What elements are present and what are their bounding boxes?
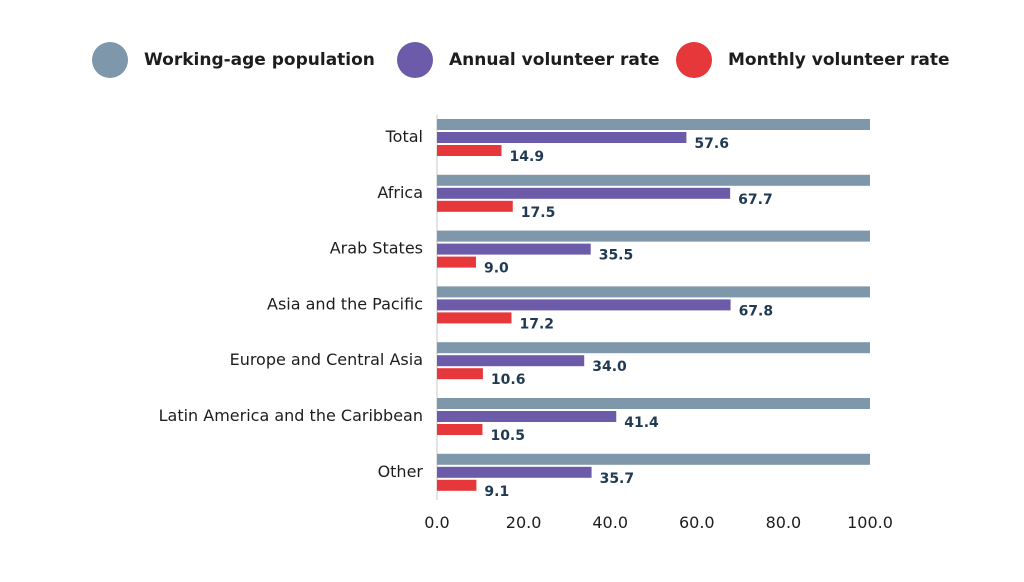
bar-annual-volunteer-rate-total: [437, 132, 687, 143]
category-label-total: Total: [385, 127, 423, 146]
x-tick-label-2: 40.0: [592, 513, 628, 532]
bar-annual-volunteer-rate-europe-and-central-asia: [437, 355, 585, 367]
legend-item-annual: Annual volunteer rate: [397, 40, 659, 80]
bar-working-age-population-total: [437, 119, 870, 130]
bar-working-age-population-europe-and-central-asia: [437, 342, 870, 354]
bar-annual-volunteer-rate-africa: [437, 187, 731, 199]
bar-annual-volunteer-rate-asia-and-the-pacific: [437, 299, 731, 311]
bar-annual-volunteer-rate-arab-states: [437, 243, 591, 255]
legend-swatch-working-age: [92, 42, 128, 78]
data-label-annual-volunteer-rate-other: 35.7: [600, 471, 635, 487]
data-label-annual-volunteer-rate-asia-and-the-pacific: 67.8: [739, 303, 774, 319]
data-label-annual-volunteer-rate-europe-and-central-asia: 34.0: [592, 359, 627, 375]
data-label-annual-volunteer-rate-latin-america-and-the-caribbean: 41.4: [624, 415, 659, 431]
data-label-monthly-volunteer-rate-africa: 17.5: [521, 205, 556, 221]
bar-monthly-volunteer-rate-arab-states: [437, 256, 476, 268]
bar-annual-volunteer-rate-latin-america-and-the-caribbean: [437, 411, 617, 422]
data-label-annual-volunteer-rate-arab-states: 35.5: [599, 248, 634, 264]
category-label-arab-states: Arab States: [330, 239, 423, 258]
x-tick-label-3: 60.0: [679, 513, 715, 532]
data-label-annual-volunteer-rate-total: 57.6: [694, 136, 729, 152]
legend-swatch-annual: [397, 42, 433, 78]
x-tick-label-1: 20.0: [506, 513, 542, 532]
bar-working-age-population-latin-america-and-the-caribbean: [437, 398, 870, 409]
bar-monthly-volunteer-rate-total: [437, 145, 502, 156]
data-label-monthly-volunteer-rate-europe-and-central-asia: 10.6: [491, 372, 526, 388]
bar-working-age-population-africa: [437, 174, 870, 186]
data-label-monthly-volunteer-rate-asia-and-the-pacific: 17.2: [519, 316, 554, 332]
legend-item-monthly: Monthly volunteer rate: [676, 40, 950, 80]
legend-label-working-age: Working-age population: [144, 50, 375, 70]
data-label-annual-volunteer-rate-africa: 67.7: [738, 192, 773, 208]
bar-monthly-volunteer-rate-africa: [437, 200, 513, 212]
bar-monthly-volunteer-rate-europe-and-central-asia: [437, 368, 483, 380]
bar-monthly-volunteer-rate-asia-and-the-pacific: [437, 312, 512, 324]
legend-label-monthly: Monthly volunteer rate: [728, 50, 950, 70]
x-tick-label-5: 100.0: [847, 513, 893, 532]
x-tick-label-0: 0.0: [424, 513, 449, 532]
data-label-monthly-volunteer-rate-total: 14.9: [510, 149, 545, 165]
category-label-other: Other: [378, 462, 424, 481]
category-label-latin-america-and-the-caribbean: Latin America and the Caribbean: [159, 406, 423, 425]
data-label-monthly-volunteer-rate-other: 9.1: [484, 484, 509, 500]
data-label-monthly-volunteer-rate-arab-states: 9.0: [484, 261, 509, 277]
bar-working-age-population-asia-and-the-pacific: [437, 286, 870, 298]
bar-working-age-population-arab-states: [437, 230, 870, 242]
bar-annual-volunteer-rate-other: [437, 466, 592, 478]
category-label-europe-and-central-asia: Europe and Central Asia: [230, 350, 423, 369]
bar-monthly-volunteer-rate-other: [437, 479, 477, 491]
category-label-asia-and-the-pacific: Asia and the Pacific: [267, 294, 423, 313]
legend-label-annual: Annual volunteer rate: [449, 50, 660, 70]
x-tick-label-4: 80.0: [766, 513, 802, 532]
bar-working-age-population-other: [437, 453, 870, 465]
legend-swatch-monthly: [676, 42, 712, 78]
legend-item-working-age: Working-age population: [92, 40, 375, 80]
bar-monthly-volunteer-rate-latin-america-and-the-caribbean: [437, 424, 483, 435]
data-label-monthly-volunteer-rate-latin-america-and-the-caribbean: 10.5: [490, 428, 525, 444]
category-label-africa: Africa: [377, 183, 423, 202]
